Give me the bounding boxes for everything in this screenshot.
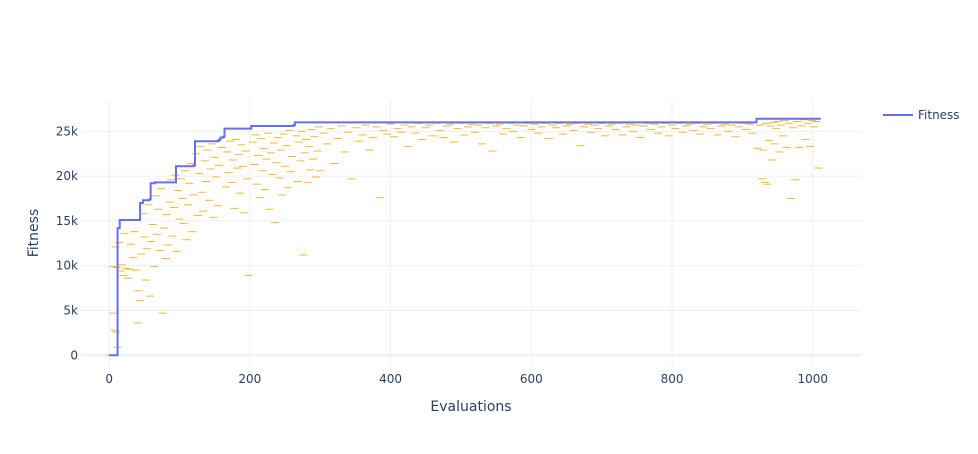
x-axis-title: Evaluations (430, 399, 511, 415)
x-tick-label: 400 (379, 372, 402, 386)
individuals-layer (106, 119, 823, 356)
fitness-line (109, 117, 821, 357)
tick-label-layer: 0 200 400 600 800 1000 0 5k 10k 15k 20k 25k (56, 124, 828, 386)
y-tick-label: 20k (56, 169, 78, 183)
y-axis-title: Fitness (26, 209, 42, 258)
y-tick-label: 5k (63, 303, 78, 317)
grid-layer (81, 100, 862, 366)
x-tick-label: 0 (105, 372, 113, 386)
legend-fitness-label: Fitness (918, 108, 960, 122)
x-tick-label: 1000 (797, 372, 828, 386)
x-tick-label: 600 (520, 372, 543, 386)
y-tick-label: 15k (56, 214, 78, 228)
y-tick-label: 0 (70, 348, 78, 362)
y-tick-label: 10k (56, 259, 78, 273)
fitness-line-layer (109, 117, 821, 357)
x-tick-label: 200 (238, 372, 261, 386)
y-tick-label: 25k (56, 124, 78, 138)
legend[interactable]: Fitness (883, 108, 960, 122)
x-tick-label: 800 (661, 372, 684, 386)
